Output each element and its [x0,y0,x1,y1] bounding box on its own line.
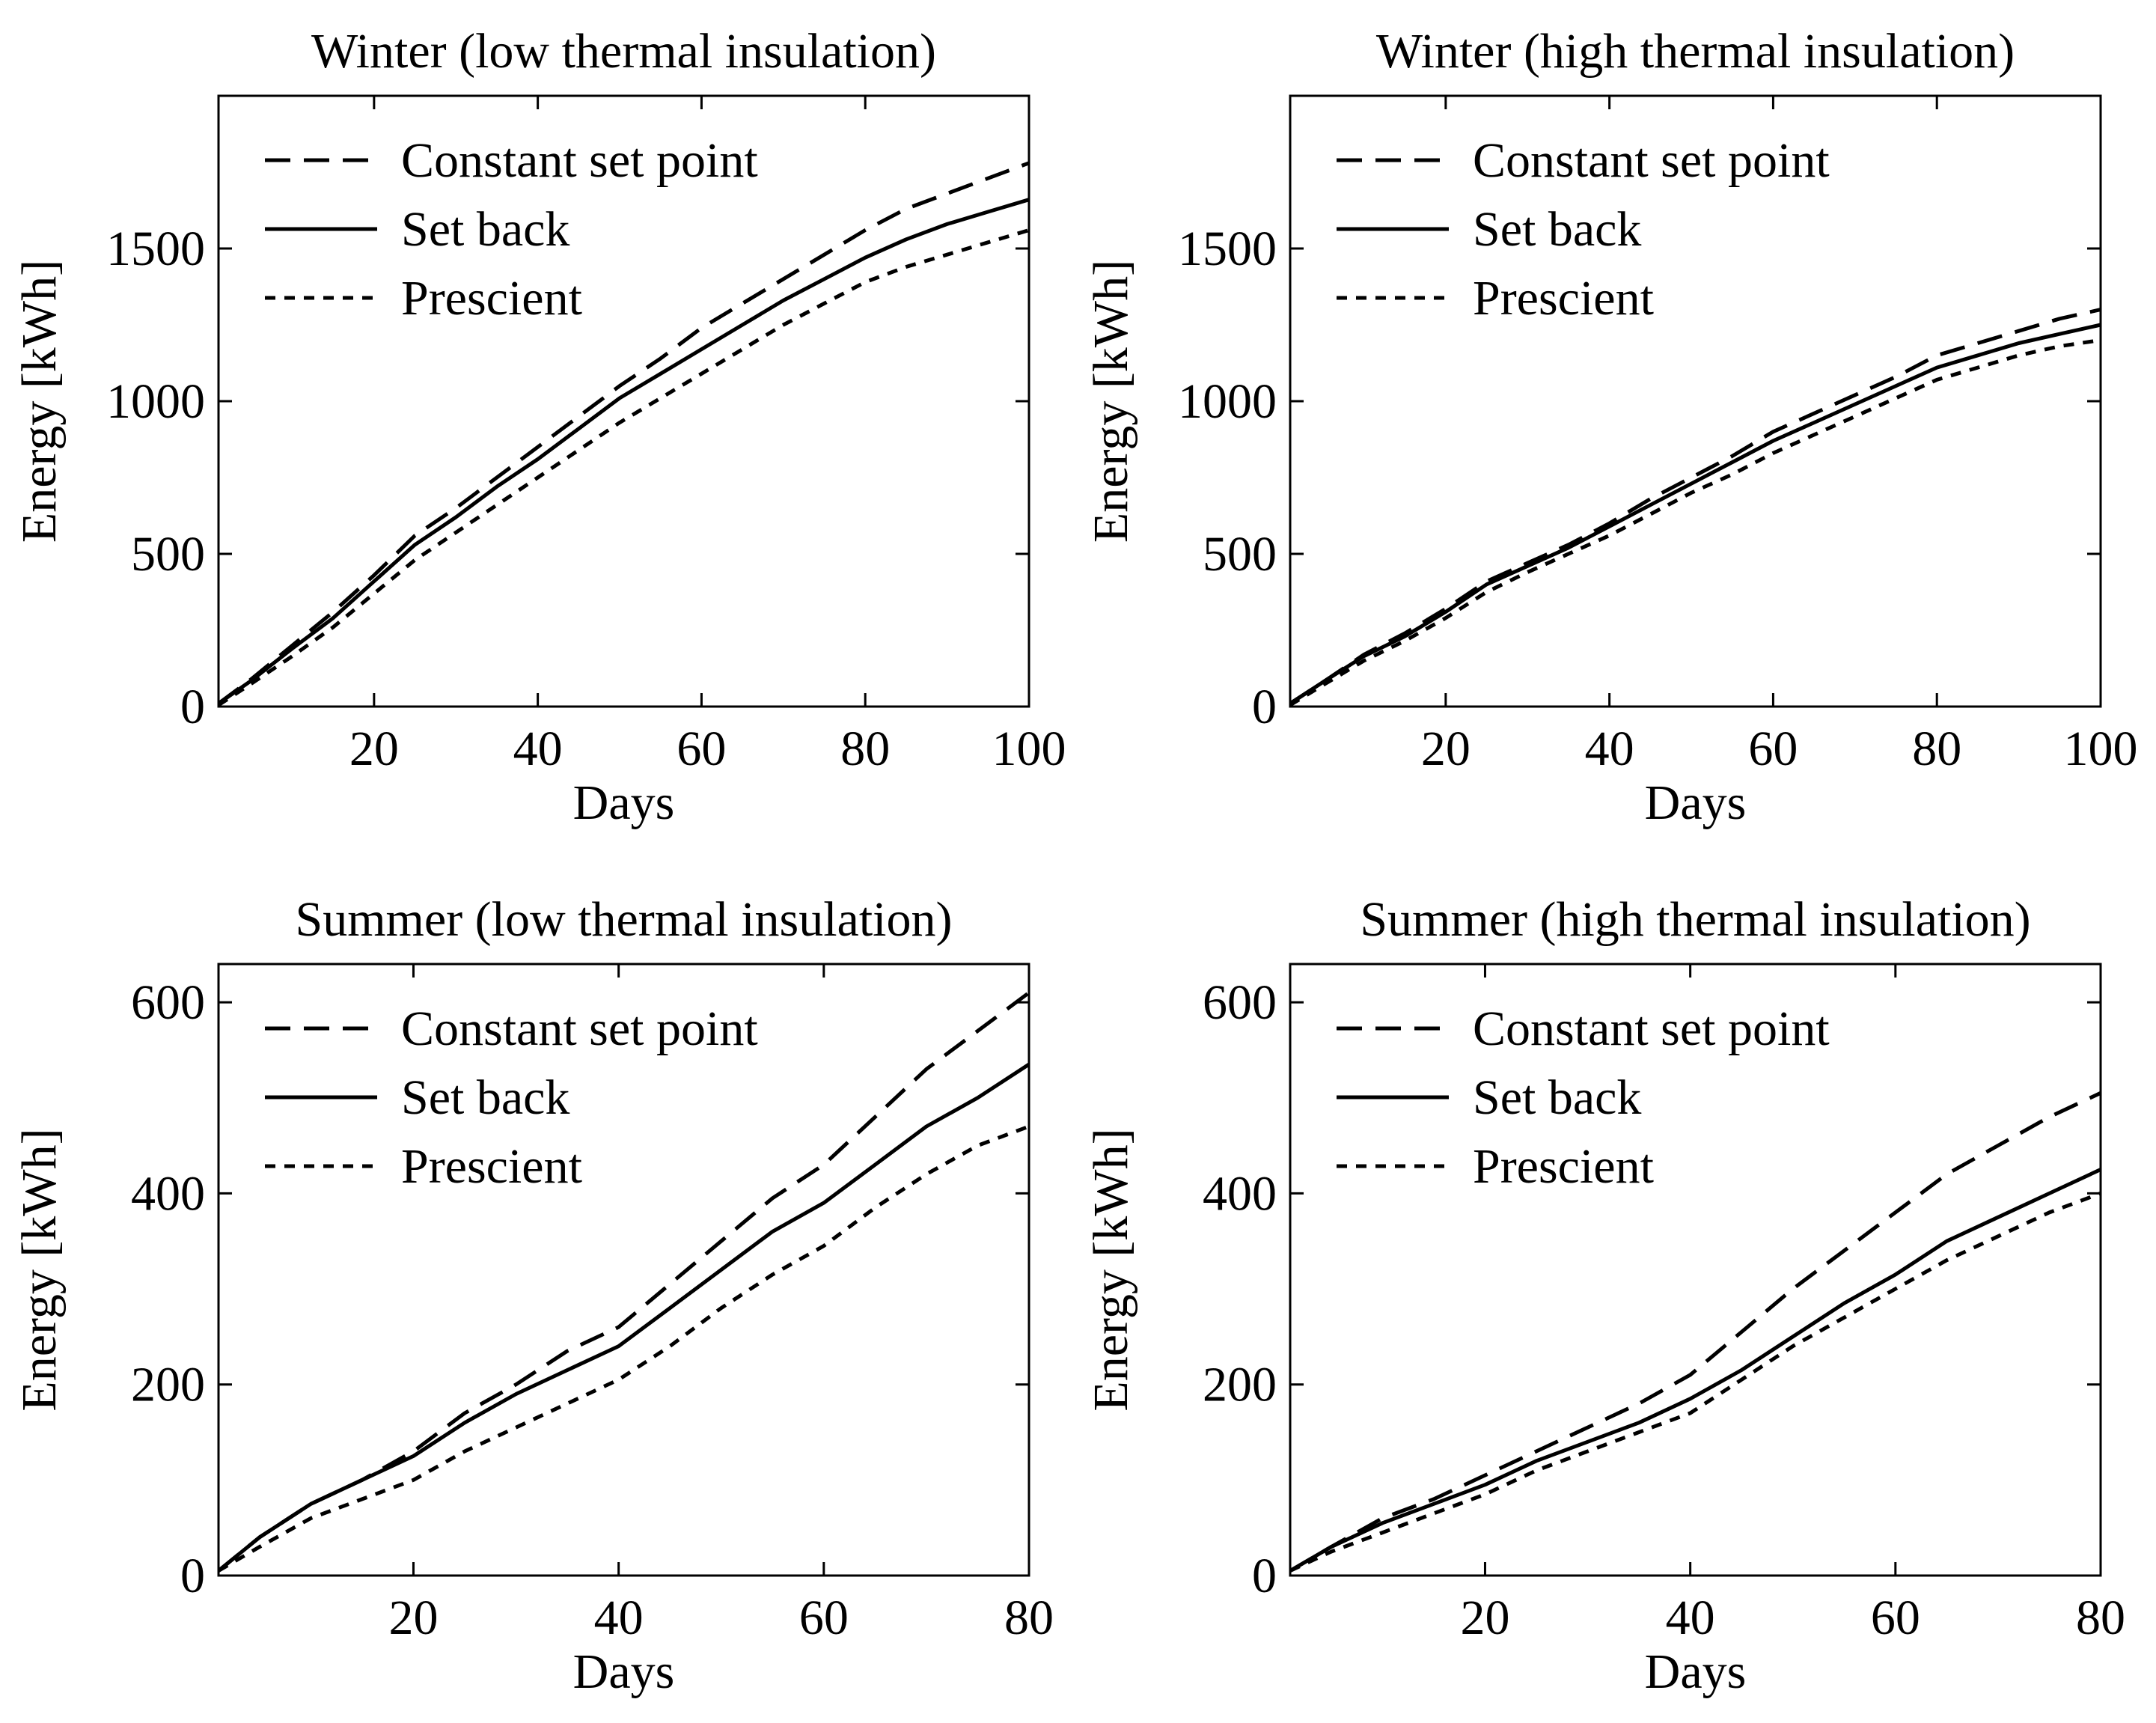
series-line-solid [217,198,1030,705]
x-axis-label: Days [573,775,675,830]
y-tick-label: 0 [1252,1549,1277,1603]
x-tick-label: 60 [1748,722,1798,776]
series-line-dashed [1289,1091,2102,1573]
chart-panel-4: Summer (high thermal insulation) Days Ener… [1084,892,2125,1699]
legend-label: Constant set point [401,133,758,188]
y-tick-label: 500 [131,527,205,582]
x-tick-label: 80 [1004,1591,1054,1645]
series-line-dashed [217,161,1030,705]
y-axis-label: Energy [kWh] [1084,260,1138,543]
x-tick-label: 80 [2076,1591,2125,1645]
y-tick-label: 600 [131,975,205,1030]
x-tick-label: 20 [1460,1591,1509,1645]
x-tick-label: 40 [594,1591,644,1645]
x-tick-label: 40 [1666,1591,1715,1645]
x-axis-label: Days [1645,1644,1747,1699]
series-line-dotted [217,1124,1030,1573]
legend-label: Set back [401,1070,569,1125]
series-line-dashed [217,991,1030,1573]
legend: Constant set point Set back Prescient [1337,1001,1830,1194]
x-tick-label: 20 [349,722,399,776]
y-tick-label: 1500 [106,222,205,276]
chart-title: Summer (high thermal insulation) [1360,892,2030,947]
legend: Constant set point Set back Prescient [265,1001,758,1194]
series-line-dotted [217,228,1030,707]
legend-label: Prescient [401,271,582,326]
legend: Constant set point Set back Prescient [265,133,758,326]
chart-panel-1: Winter (low thermal insulation) Days Energ… [12,24,1066,830]
y-tick-label: 500 [1203,527,1277,582]
series-line-solid [1289,323,2101,705]
axes-frame [217,963,1030,1577]
y-tick-label: 600 [1203,975,1277,1030]
x-tick-label: 80 [1912,722,1961,776]
y-tick-label: 0 [1252,680,1277,734]
legend-label: Constant set point [401,1001,758,1056]
y-tick-label: 200 [1203,1358,1277,1412]
x-tick-label: 60 [799,1591,849,1645]
legend-label: Constant set point [1473,1001,1830,1056]
y-tick-label: 400 [1203,1166,1277,1221]
axes-frame [1289,94,2102,708]
legend-label: Prescient [1473,1139,1654,1194]
legend: Constant set point Set back Prescient [1337,133,1830,326]
y-axis-label: Energy [kWh] [1084,1128,1138,1411]
series-line-dashed [1289,308,2101,705]
legend-label: Constant set point [1473,133,1830,188]
x-axis-label: Days [1645,775,1747,830]
x-tick-label: 40 [513,722,563,776]
x-tick-label: 60 [677,722,726,776]
series-line-solid [217,1062,1030,1573]
axes-frame [1289,963,2102,1577]
series-line-solid [1289,1168,2102,1573]
series-line-dotted [1289,1192,2101,1573]
legend-label: Prescient [401,1139,582,1194]
y-tick-label: 0 [180,1549,205,1603]
legend-label: Set back [1473,1070,1641,1125]
x-tick-label: 80 [840,722,890,776]
x-tick-label: 100 [992,722,1066,776]
axes-frame [217,94,1030,708]
chart-title: Winter (high thermal insulation) [1376,24,2015,79]
y-tick-label: 200 [131,1358,205,1412]
chart-title: Winter (low thermal insulation) [311,24,936,79]
chart-title: Summer (low thermal insulation) [295,892,952,947]
x-tick-label: 100 [2064,722,2138,776]
chart-panel-3: Summer (low thermal insulation) Days Energ… [12,892,1054,1699]
y-tick-label: 1000 [1178,374,1277,429]
y-tick-label: 0 [180,680,205,734]
y-tick-label: 1500 [1178,222,1277,276]
y-axis-label: Energy [kWh] [12,1128,67,1411]
legend-label: Set back [1473,202,1641,257]
x-tick-label: 60 [1871,1591,1920,1645]
y-tick-label: 400 [131,1166,205,1221]
y-tick-label: 1000 [106,374,205,429]
chart-panel-2: Winter (high thermal insulation) Days Ener… [1084,24,2138,830]
legend-label: Set back [401,202,569,257]
y-axis-label: Energy [kWh] [12,260,67,543]
x-tick-label: 20 [1421,722,1471,776]
legend-label: Prescient [1473,271,1654,326]
x-tick-label: 20 [388,1591,438,1645]
series-line-dotted [1289,338,2101,707]
x-tick-label: 40 [1585,722,1634,776]
x-axis-label: Days [573,1644,675,1699]
